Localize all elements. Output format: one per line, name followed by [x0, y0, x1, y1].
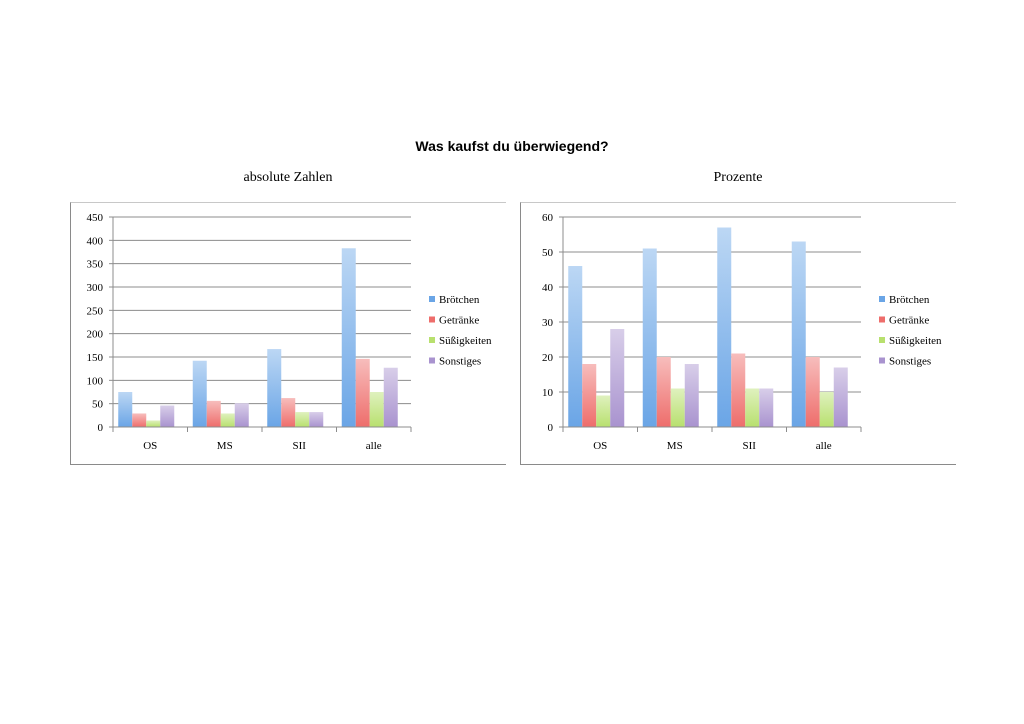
legend-item: Getränke — [889, 315, 929, 327]
legend-item: Brötchen — [889, 294, 930, 306]
chart-percent: 0 10 20 30 40 50 60 OS MS SII alle Brötchen Getränke… — [520, 202, 956, 465]
bar-MS-Süßigkeiten — [670, 388, 685, 427]
x-tick-label: alle — [366, 440, 382, 452]
bar-OS-Süßigkeiten — [596, 395, 611, 427]
y-tick-label: 200 — [87, 329, 104, 341]
y-tick-label: 40 — [542, 282, 554, 294]
bar-SII-Getränke — [281, 398, 296, 427]
y-tick-label: 10 — [542, 387, 554, 399]
y-tick-label: 50 — [92, 399, 104, 411]
legend-item: Süßigkeiten — [889, 335, 942, 347]
bar-alle-Süßigkeiten — [369, 392, 384, 427]
legend-item: Sonstiges — [439, 356, 481, 368]
x-tick-label: OS — [593, 440, 607, 452]
bar-SII-Süßigkeiten — [745, 388, 760, 427]
bar-SII-Getränke — [731, 353, 746, 427]
x-tick-label: MS — [667, 440, 683, 452]
bar-OS-Brötchen — [568, 266, 583, 427]
y-tick-label: 0 — [98, 422, 104, 434]
bar-OS-Sonstiges — [160, 405, 175, 427]
legend-swatch — [429, 316, 435, 323]
y-tick-label: 20 — [542, 352, 554, 364]
legend-swatch — [429, 337, 435, 343]
bar-alle-Brötchen — [791, 241, 806, 427]
bar-SII-Brötchen — [267, 349, 282, 427]
legend-swatch — [879, 357, 885, 364]
bar-SII-Sonstiges — [309, 412, 324, 427]
x-tick-label: SII — [293, 440, 307, 452]
bar-MS-Sonstiges — [234, 403, 249, 427]
bar-OS-Sonstiges — [610, 329, 625, 427]
chart-absolute-svg: 0 50 100 150 200 250 300 350 400 450 OS MS SII alle Br… — [87, 212, 493, 452]
bar-alle-Getränke — [355, 358, 370, 427]
chart-title-percent: Prozente — [713, 170, 763, 185]
y-tick-label: 350 — [87, 259, 104, 271]
x-tick-label: alle — [816, 440, 832, 452]
chart-title-absolute: absolute Zahlen — [243, 170, 333, 185]
bar-MS-Brötchen — [192, 360, 207, 427]
legend-swatch — [429, 296, 435, 302]
legend-item: Brötchen — [439, 294, 480, 306]
bar-MS-Sonstiges — [684, 364, 699, 427]
y-tick-label: 50 — [542, 247, 554, 259]
bar-SII-Sonstiges — [759, 388, 774, 427]
bar-alle-Süßigkeiten — [819, 392, 834, 427]
y-tick-label: 0 — [548, 422, 554, 434]
y-tick-label: 400 — [87, 235, 104, 247]
bar-MS-Getränke — [656, 357, 671, 427]
bar-MS-Brötchen — [642, 248, 657, 427]
bar-OS-Getränke — [132, 413, 147, 427]
legend-swatch — [879, 296, 885, 302]
page-title: Was kaufst du überwiegend? — [415, 138, 609, 154]
x-tick-label: SII — [743, 440, 757, 452]
y-tick-label: 60 — [542, 212, 554, 224]
x-tick-label: MS — [217, 440, 233, 452]
bar-OS-Getränke — [582, 364, 597, 427]
bar-alle-Getränke — [805, 357, 820, 427]
legend-item: Sonstiges — [889, 356, 931, 368]
bar-MS-Getränke — [206, 400, 221, 427]
bar-OS-Süßigkeiten — [146, 420, 161, 427]
y-tick-label: 150 — [87, 352, 104, 364]
bar-alle-Brötchen — [341, 248, 356, 427]
bar-SII-Brötchen — [717, 227, 732, 427]
legend-swatch — [879, 316, 885, 323]
y-tick-label: 30 — [542, 317, 554, 329]
bar-SII-Süßigkeiten — [295, 412, 310, 427]
legend-swatch — [429, 357, 435, 364]
chart-percent-svg: 0 10 20 30 40 50 60 OS MS SII alle Brötchen Getränke… — [542, 212, 942, 452]
bar-MS-Süßigkeiten — [220, 413, 235, 427]
bar-alle-Sonstiges — [833, 367, 848, 427]
legend-swatch — [879, 337, 885, 343]
y-tick-label: 250 — [87, 305, 104, 317]
x-tick-label: OS — [143, 440, 157, 452]
bar-alle-Sonstiges — [383, 367, 398, 427]
y-tick-label: 450 — [87, 212, 104, 224]
legend-item: Süßigkeiten — [439, 335, 492, 347]
y-tick-label: 300 — [87, 282, 104, 294]
bar-OS-Brötchen — [118, 392, 133, 427]
chart-absolute: 0 50 100 150 200 250 300 350 400 450 OS MS SII alle Br… — [70, 202, 506, 465]
legend-item: Getränke — [439, 315, 479, 327]
y-tick-label: 100 — [87, 375, 104, 387]
